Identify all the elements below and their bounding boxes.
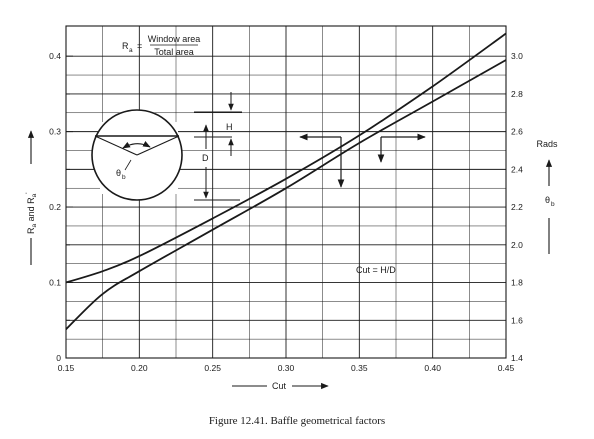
x-tick-label: 0.45 xyxy=(498,363,515,373)
formula-numerator: Window area xyxy=(148,34,201,44)
right-tick-labels: 1.4 1.6 1.8 2.0 2.2 2.4 2.6 2.8 3.0 xyxy=(511,51,523,363)
y-left-axis-title: Ra and Ra' xyxy=(25,130,38,265)
left-tick-labels: 0 0.1 0.2 0.3 0.4 xyxy=(49,51,61,363)
x-tick-labels: 0.15 0.20 0.25 0.30 0.35 0.40 0.45 xyxy=(58,363,515,373)
dim-h-label: H xyxy=(226,122,233,132)
y-left-label-prime: ' xyxy=(25,192,32,193)
reading-guides xyxy=(299,133,426,188)
formula-denominator: Total area xyxy=(154,47,194,57)
y-right-tick-label: 1.4 xyxy=(511,353,523,363)
y-right-tick-label: 2.8 xyxy=(511,89,523,99)
x-tick-label: 0.30 xyxy=(278,363,295,373)
y-left-tick-label: 0.2 xyxy=(49,202,61,212)
y-right-symbol-sub: b xyxy=(551,201,555,208)
x-tick-label: 0.40 xyxy=(424,363,441,373)
x-tick-label: 0.25 xyxy=(204,363,221,373)
y-left-label: Ra and Ra' xyxy=(25,192,38,234)
y-left-label-main: R xyxy=(26,227,36,234)
y-left-tick-label: 0 xyxy=(56,353,61,363)
y-right-tick-label: 1.6 xyxy=(511,315,523,325)
y-left-tick-label: 0.1 xyxy=(49,278,61,288)
series-layer xyxy=(65,32,507,330)
y-left-label-sub2: a xyxy=(31,193,38,197)
x-tick-label: 0.15 xyxy=(58,363,75,373)
y-left-tick-label: 0.4 xyxy=(49,51,61,61)
y-right-symbol: θ xyxy=(545,195,550,205)
y-right-tick-label: 2.6 xyxy=(511,127,523,137)
y-right-axis-title: Rads θ b xyxy=(536,139,558,254)
theta-leader xyxy=(124,159,132,171)
y-right-tick-label: 1.8 xyxy=(511,278,523,288)
formula-equals: = xyxy=(137,41,142,51)
cut-definition: Cut = H/D xyxy=(356,265,396,275)
figure-caption: Figure 12.41. Baffle geometrical factors xyxy=(209,415,385,427)
series-line-1 xyxy=(65,32,507,284)
y-left-tick-label: 0.3 xyxy=(49,127,61,137)
dim-d-label: D xyxy=(202,153,209,163)
angle-ray-right xyxy=(136,135,180,156)
y-left-label-sub1: a xyxy=(31,224,38,228)
theta-label-sub: b xyxy=(122,174,126,181)
baffle-diagram: θ b H D xyxy=(91,92,242,201)
y-left-label-mid: and R xyxy=(26,197,36,224)
y-right-label: Rads xyxy=(536,139,558,149)
angle-ray-left xyxy=(94,135,138,156)
y-right-tick-label: 2.0 xyxy=(511,240,523,250)
y-right-tick-label: 3.0 xyxy=(511,51,523,61)
x-axis-title: Cut xyxy=(232,381,329,391)
ra-formula: R a = Window area Total area xyxy=(122,34,200,57)
plot-frame xyxy=(65,25,507,359)
plot-grid xyxy=(66,26,506,359)
x-axis-label: Cut xyxy=(272,381,287,391)
x-tick-label: 0.20 xyxy=(131,363,148,373)
y-right-tick-label: 2.2 xyxy=(511,202,523,212)
y-right-tick-label: 2.4 xyxy=(511,164,523,174)
formula-lhs-sub: a xyxy=(129,47,133,54)
formula-lhs: R xyxy=(122,41,129,51)
series-line-2 xyxy=(65,59,507,330)
x-tick-label: 0.35 xyxy=(351,363,368,373)
theta-label: θ xyxy=(116,168,121,178)
theta-arc-arrow xyxy=(122,141,151,149)
